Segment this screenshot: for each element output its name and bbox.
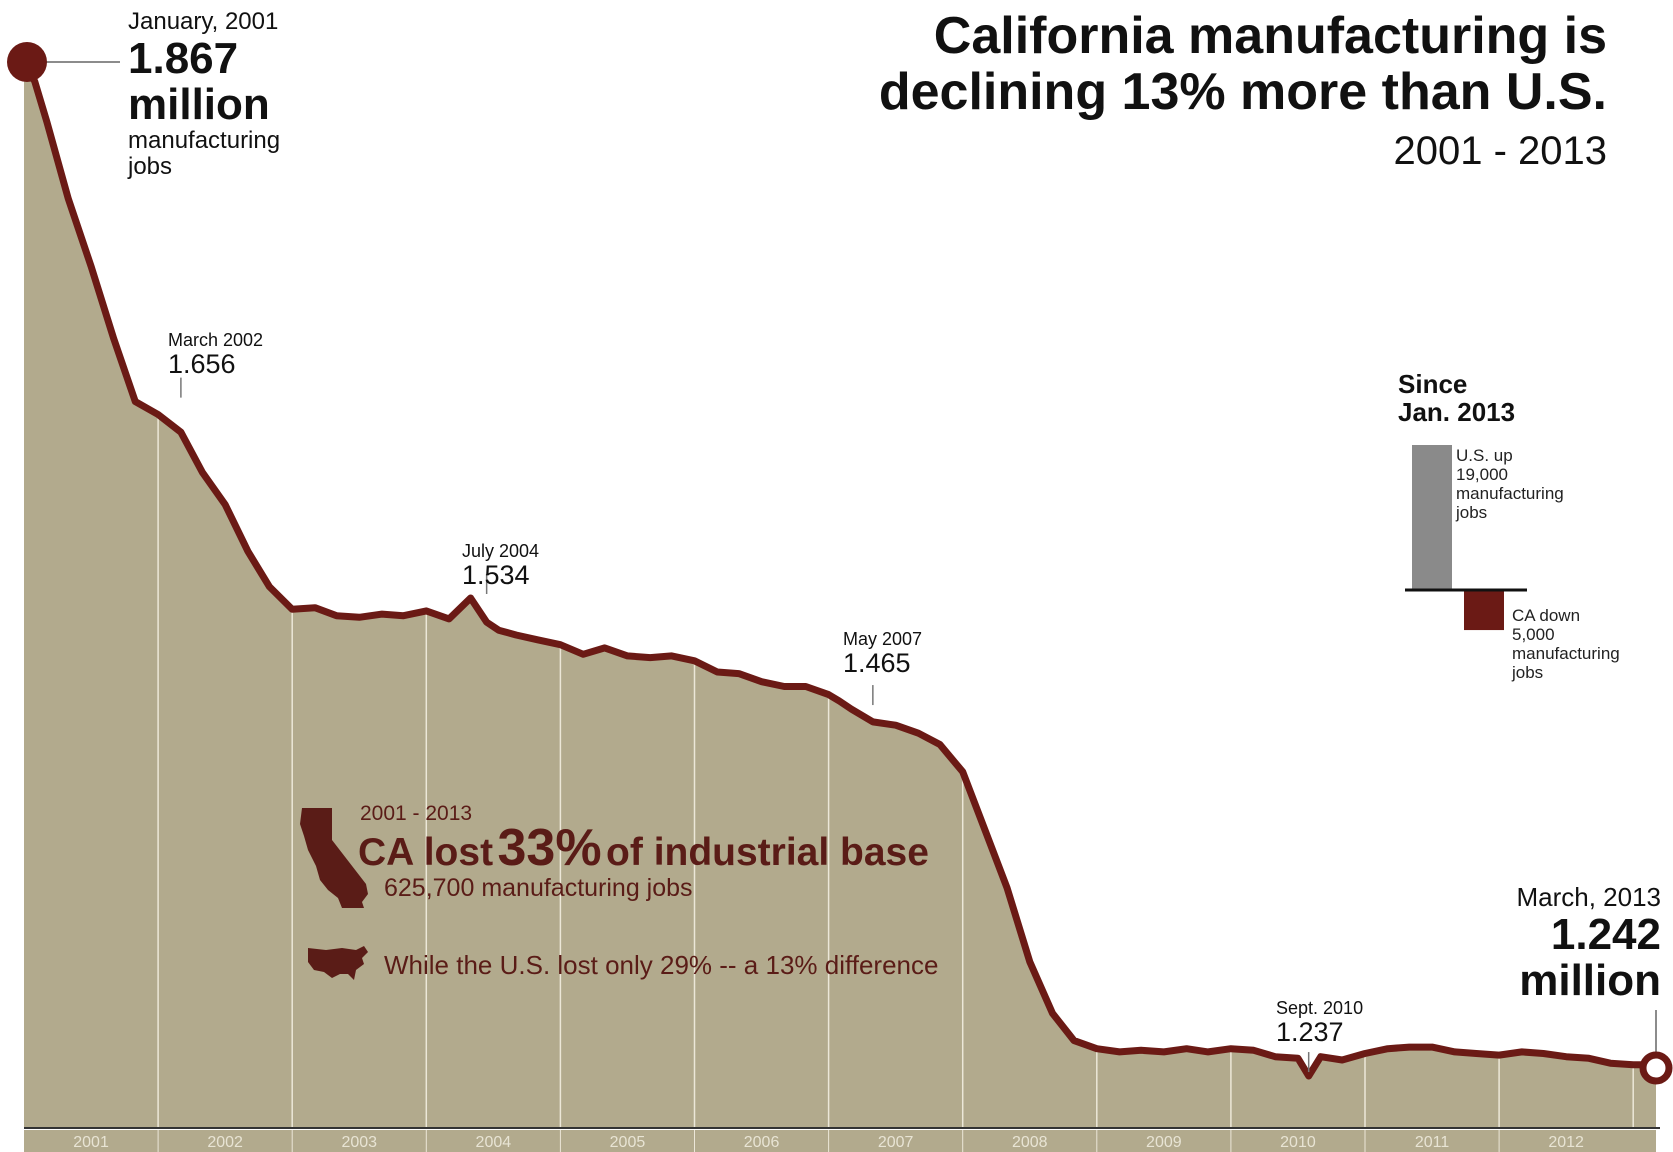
callout-years: 2001 - 2013 xyxy=(360,802,473,825)
annotation-sept-2010: Sept. 2010 1.237 xyxy=(1276,998,1363,1046)
x-tick-label: 2008 xyxy=(1012,1134,1048,1151)
annotation-value: 1.534 xyxy=(462,560,530,590)
us-bar-label: U.S. up 19,000 manufacturing jobs xyxy=(1456,446,1564,522)
california-state-icon xyxy=(300,808,368,908)
area-fill xyxy=(24,62,1656,1128)
callout-percent: 33% xyxy=(497,819,602,877)
start-unit: million xyxy=(128,80,270,129)
x-tick-label: 2001 xyxy=(73,1134,109,1151)
callout-post: of industrial base xyxy=(606,831,929,874)
x-tick-label: 2010 xyxy=(1280,1134,1316,1151)
x-tick-label: 2012 xyxy=(1548,1134,1584,1151)
callout-us-comparison: While the U.S. lost only 29% -- a 13% di… xyxy=(384,950,939,980)
x-axis-band xyxy=(24,1130,1656,1152)
annotation-date: July 2004 xyxy=(462,541,540,561)
start-annotation: January, 2001 1.867 million manufacturin… xyxy=(128,8,280,180)
ca-label-line: 5,000 xyxy=(1512,625,1555,644)
us-label-line: U.S. up xyxy=(1456,446,1513,465)
chart-title-line-1: California manufacturing is xyxy=(933,7,1607,65)
annotation-value: 1.465 xyxy=(843,648,911,678)
x-tick-label: 2006 xyxy=(744,1134,780,1151)
annotation-march-2002: March 2002 1.656 xyxy=(168,330,263,378)
callout-pre: CA lost xyxy=(358,831,494,874)
series-line xyxy=(20,58,1660,1080)
start-marker xyxy=(7,42,47,82)
start-value: 1.867 xyxy=(128,34,239,83)
callout-jobs: 625,700 manufacturing jobs xyxy=(384,874,693,902)
annotation-date: March 2002 xyxy=(168,330,264,350)
since-title-line-2: Jan. 2013 xyxy=(1398,397,1516,427)
usa-map-icon xyxy=(308,946,368,980)
x-tick-label: 2004 xyxy=(476,1134,512,1151)
chart-title-line-2: declining 13% more than U.S. xyxy=(878,63,1607,121)
us-label-line: manufacturing xyxy=(1456,484,1564,503)
start-desc-2: jobs xyxy=(128,153,173,180)
end-annotation: March, 2013 1.242 million xyxy=(1516,882,1661,1004)
end-value: 1.242 xyxy=(1550,910,1661,959)
x-tick-label: 2005 xyxy=(610,1134,646,1151)
end-date: March, 2013 xyxy=(1516,882,1661,912)
chart-subtitle: 2001 - 2013 xyxy=(1393,129,1607,173)
annotation-july-2004: July 2004 1.534 xyxy=(462,541,539,589)
us-change-bar xyxy=(1412,445,1452,590)
x-tick-label: 2007 xyxy=(878,1134,914,1151)
end-unit: million xyxy=(1519,956,1661,1005)
x-tick-label: 2009 xyxy=(1146,1134,1182,1151)
annotation-value: 1.656 xyxy=(168,349,236,379)
x-tick-label: 2002 xyxy=(207,1134,243,1151)
end-marker xyxy=(1639,1051,1673,1085)
us-label-line: 19,000 xyxy=(1456,465,1508,484)
ca-label-line: manufacturing xyxy=(1512,644,1620,663)
ca-label-line: CA down xyxy=(1512,606,1581,625)
since-jan-2013-title: Since Jan. 2013 xyxy=(1398,370,1515,426)
x-tick-label: 2011 xyxy=(1415,1134,1450,1151)
annotation-value: 1.237 xyxy=(1276,1017,1344,1047)
since-title-line-1: Since xyxy=(1398,369,1468,399)
annotation-date: Sept. 2010 xyxy=(1276,998,1364,1018)
start-date: January, 2001 xyxy=(128,8,279,35)
us-label-line: jobs xyxy=(1456,503,1488,522)
annotation-date: May 2007 xyxy=(843,629,923,649)
ca-bar-label: CA down 5,000 manufacturing jobs xyxy=(1512,606,1620,682)
ca-label-line: jobs xyxy=(1512,663,1544,682)
x-tick-label: 2003 xyxy=(341,1134,377,1151)
callout-headline: CA lost 33% of industrial base xyxy=(358,818,929,878)
start-desc-1: manufacturing xyxy=(128,127,281,154)
annotation-may-2007: May 2007 1.465 xyxy=(843,629,922,677)
title-block: California manufacturing is declining 13… xyxy=(879,8,1607,174)
ca-change-bar xyxy=(1464,590,1504,631)
